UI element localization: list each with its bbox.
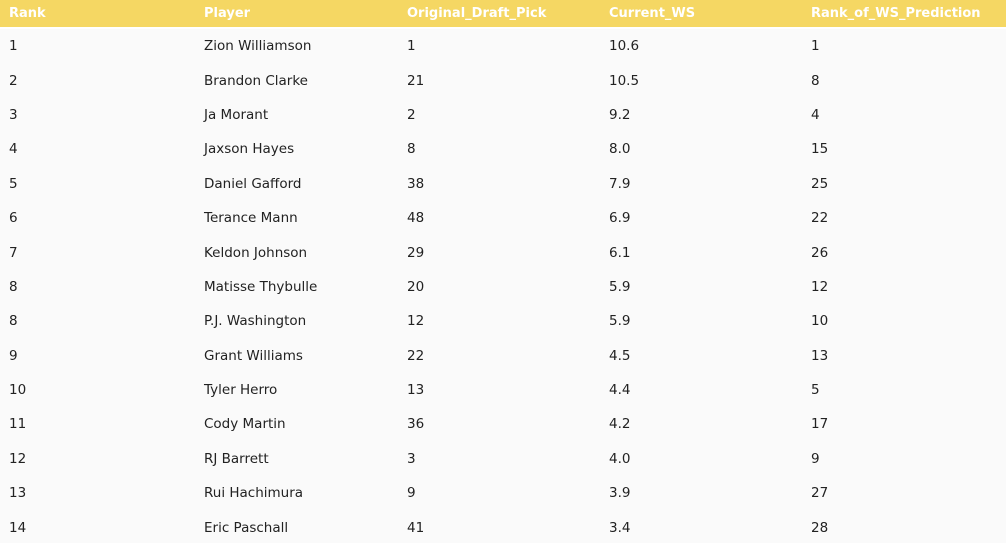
cell-player: Zion Williamson — [204, 38, 312, 55]
table-row: 2 Brandon Clarke 21 10.5 8 — [0, 63, 1006, 98]
cell-original-draft-pick: 2 — [407, 106, 416, 123]
cell-rank: 8 — [9, 278, 18, 295]
column-header-player[interactable]: Player — [204, 6, 251, 21]
cell-original-draft-pick: 38 — [407, 175, 425, 192]
column-header-current-ws[interactable]: Current_WS — [609, 6, 696, 21]
table-row: 13 Rui Hachimura 9 3.9 27 — [0, 476, 1006, 511]
cell-rank: 7 — [9, 244, 18, 261]
cell-rank: 11 — [9, 416, 27, 433]
cell-rank-of-ws-prediction: 10 — [811, 313, 829, 330]
cell-player: P.J. Washington — [204, 313, 307, 330]
cell-rank: 1 — [9, 38, 18, 55]
column-header-rank[interactable]: Rank — [9, 6, 46, 21]
cell-player: Cody Martin — [204, 416, 286, 433]
cell-current-ws: 6.9 — [609, 210, 631, 227]
cell-rank-of-ws-prediction: 27 — [811, 485, 829, 502]
cell-rank: 3 — [9, 106, 18, 123]
table-row: 5 Daniel Gafford 38 7.9 25 — [0, 166, 1006, 201]
cell-player: Terance Mann — [204, 210, 298, 227]
cell-rank: 9 — [9, 347, 18, 364]
cell-player: Jaxson Hayes — [204, 141, 295, 158]
cell-original-draft-pick: 22 — [407, 347, 425, 364]
cell-rank: 10 — [9, 382, 27, 399]
cell-player: Ja Morant — [204, 106, 269, 123]
table-row: 12 RJ Barrett 3 4.0 9 — [0, 441, 1006, 477]
table-row: 11 Cody Martin 36 4.2 17 — [0, 407, 1006, 442]
cell-rank-of-ws-prediction: 5 — [811, 382, 820, 399]
cell-current-ws: 4.0 — [609, 450, 631, 467]
cell-rank: 2 — [9, 72, 18, 89]
table-row: 6 Terance Mann 48 6.9 22 — [0, 200, 1006, 236]
cell-rank: 14 — [9, 519, 27, 536]
table-row: 4 Jaxson Hayes 8 8.0 15 — [0, 132, 1006, 167]
cell-current-ws: 3.4 — [609, 519, 631, 536]
cell-rank-of-ws-prediction: 9 — [811, 450, 820, 467]
cell-original-draft-pick: 41 — [407, 519, 425, 536]
cell-original-draft-pick: 48 — [407, 210, 425, 227]
cell-current-ws: 6.1 — [609, 244, 631, 261]
cell-current-ws: 4.2 — [609, 416, 631, 433]
cell-original-draft-pick: 36 — [407, 416, 425, 433]
cell-player: Grant Williams — [204, 347, 303, 364]
cell-rank-of-ws-prediction: 26 — [811, 244, 829, 261]
table-body: 1 Zion Williamson 1 10.6 1 2 Brandon Clarke 21 1… — [0, 29, 1006, 543]
cell-rank-of-ws-prediction: 15 — [811, 141, 829, 158]
table-header: Rank Player Original_Draft_Pick Current_… — [0, 0, 1006, 27]
column-header-rank-of-ws-prediction[interactable]: Rank_of_WS_Prediction — [811, 6, 981, 21]
cell-current-ws: 5.9 — [609, 313, 631, 330]
cell-player: Daniel Gafford — [204, 175, 302, 192]
cell-player: Tyler Herro — [204, 382, 278, 399]
cell-original-draft-pick: 1 — [407, 38, 416, 55]
cell-current-ws: 4.4 — [609, 382, 631, 399]
table-row: 10 Tyler Herro 13 4.4 5 — [0, 372, 1006, 408]
cell-rank: 8 — [9, 313, 18, 330]
cell-original-draft-pick: 29 — [407, 244, 425, 261]
cell-rank: 5 — [9, 175, 18, 192]
table-row: 7 Keldon Johnson 29 6.1 26 — [0, 235, 1006, 270]
table-row: 8 Matisse Thybulle 20 5.9 12 — [0, 269, 1006, 305]
cell-rank-of-ws-prediction: 4 — [811, 106, 820, 123]
cell-rank-of-ws-prediction: 1 — [811, 38, 820, 55]
cell-current-ws: 8.0 — [609, 141, 631, 158]
cell-current-ws: 4.5 — [609, 347, 631, 364]
cell-rank-of-ws-prediction: 28 — [811, 519, 829, 536]
cell-player: RJ Barrett — [204, 450, 269, 467]
cell-rank: 12 — [9, 450, 27, 467]
cell-rank-of-ws-prediction: 8 — [811, 72, 820, 89]
table-row: 8 P.J. Washington 12 5.9 10 — [0, 304, 1006, 339]
column-header-original-draft-pick[interactable]: Original_Draft_Pick — [407, 6, 547, 21]
table-row: 3 Ja Morant 2 9.2 4 — [0, 97, 1006, 133]
table-row: 14 Eric Paschall 41 3.4 28 — [0, 510, 1006, 543]
cell-rank-of-ws-prediction: 22 — [811, 210, 829, 227]
cell-rank-of-ws-prediction: 17 — [811, 416, 829, 433]
cell-player: Matisse Thybulle — [204, 278, 318, 295]
cell-current-ws: 10.5 — [609, 72, 640, 89]
cell-player: Eric Paschall — [204, 519, 289, 536]
cell-player: Keldon Johnson — [204, 244, 308, 261]
cell-original-draft-pick: 9 — [407, 485, 416, 502]
cell-rank-of-ws-prediction: 25 — [811, 175, 829, 192]
cell-rank-of-ws-prediction: 12 — [811, 278, 829, 295]
cell-rank-of-ws-prediction: 13 — [811, 347, 829, 364]
cell-player: Rui Hachimura — [204, 485, 304, 502]
cell-player: Brandon Clarke — [204, 72, 308, 89]
cell-current-ws: 5.9 — [609, 278, 631, 295]
cell-current-ws: 9.2 — [609, 106, 631, 123]
cell-original-draft-pick: 8 — [407, 141, 416, 158]
cell-current-ws: 10.6 — [609, 38, 640, 55]
table-row: 9 Grant Williams 22 4.5 13 — [0, 338, 1006, 373]
cell-rank: 6 — [9, 210, 18, 227]
table-row: 1 Zion Williamson 1 10.6 1 — [0, 29, 1006, 64]
cell-original-draft-pick: 13 — [407, 382, 425, 399]
cell-original-draft-pick: 20 — [407, 278, 425, 295]
cell-rank: 4 — [9, 141, 18, 158]
cell-original-draft-pick: 12 — [407, 313, 425, 330]
cell-rank: 13 — [9, 485, 27, 502]
cell-original-draft-pick: 21 — [407, 72, 425, 89]
cell-original-draft-pick: 3 — [407, 450, 416, 467]
cell-current-ws: 7.9 — [609, 175, 631, 192]
cell-current-ws: 3.9 — [609, 485, 631, 502]
